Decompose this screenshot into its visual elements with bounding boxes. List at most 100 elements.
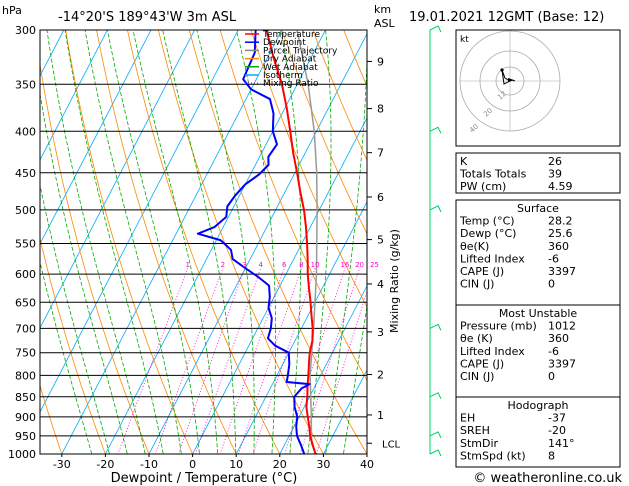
dry-adiabat-line	[40, 236, 106, 454]
pressure-tick-label: 950	[15, 430, 36, 443]
mixing-ratio-label: 2	[221, 261, 225, 269]
isotherm-line	[40, 30, 152, 245]
wind-barb	[429, 25, 442, 33]
hodograph-unit-label: kt	[460, 35, 469, 45]
hodograph-table-row-label: StmSpd (kt)	[460, 449, 526, 462]
isotherm-line	[148, 32, 367, 454]
legend-label: Mixing Ratio	[263, 79, 319, 89]
temperature-tick-label: -10	[140, 458, 158, 471]
altitude-tick-label: 3	[377, 326, 384, 339]
mixing-ratio-label: 10	[311, 261, 320, 269]
hodograph-table-frame	[455, 396, 621, 468]
surface-table-row-label: θe(K)	[460, 240, 489, 253]
pressure-tick-label: 750	[15, 347, 36, 360]
hodograph-table-title: Hodograph	[508, 399, 569, 412]
mixing-ratio-line	[252, 268, 316, 454]
mixing-ratio-label: 8	[299, 261, 303, 269]
hodograph-table-row-value: 8	[548, 449, 555, 462]
legend-label: Dewpoint	[263, 38, 306, 48]
mixing-ratio-label: 3	[242, 261, 246, 269]
surface-table-row-label: CIN (J)	[460, 278, 494, 291]
km-unit-label: km	[374, 3, 391, 16]
indices-table-row-label: K	[460, 155, 468, 168]
pressure-tick-label: 300	[15, 24, 36, 37]
wet-adiabat-line	[236, 30, 276, 454]
legend-label: Dry Adiabat	[263, 55, 317, 65]
wet-adiabat-line	[162, 30, 237, 454]
indices-table-row-value: 26	[548, 155, 562, 168]
legend-label: Temperature	[262, 30, 320, 40]
mixing-ratio-label: 25	[370, 261, 379, 269]
pressure-unit-label: hPa	[2, 4, 22, 17]
indices-table-row-value: 4.59	[548, 180, 573, 193]
mixing-ratio-line	[315, 290, 367, 454]
surface-table-row-value: 360	[548, 240, 569, 253]
most-unstable-table-row-value: 360	[548, 332, 569, 345]
wet-adiabat-line	[307, 30, 332, 454]
pressure-tick-label: 600	[15, 268, 36, 281]
lcl-label: LCL	[382, 439, 401, 450]
pressure-tick-label: 550	[15, 237, 36, 250]
most-unstable-table-row-value: 3397	[548, 357, 576, 370]
temperature-tick-label: 0	[189, 458, 196, 471]
pressure-axis: 300 350 400 450 500 550 600 650 700 750 800 850 900 9…	[8, 24, 36, 461]
background-lines	[40, 30, 367, 454]
hodograph-table-row-label: EH	[460, 412, 475, 425]
temperature-tick-label: 30	[316, 458, 330, 471]
isotherm-line	[192, 117, 367, 454]
altitude-tick-label: 6	[377, 191, 384, 204]
mixing-ratio-line	[238, 268, 302, 454]
surface-table-row-value: -6	[548, 252, 559, 265]
altitude-tick-label: 5	[377, 234, 384, 247]
pressure-tick-label: 700	[15, 322, 36, 335]
dry-adiabat-line	[65, 30, 194, 454]
hodograph-table-row-value: -37	[548, 412, 566, 425]
temperature-tick-label: -20	[96, 458, 114, 471]
wet-adiabat-line	[280, 30, 302, 454]
mixing-ratio-label: 1	[185, 261, 189, 269]
wet-adiabat-line	[132, 30, 219, 454]
mixing-ratio-line	[299, 268, 360, 454]
storm-motion-marker	[508, 78, 514, 82]
mixing-ratio-label: 6	[282, 261, 287, 269]
dry-adiabat-line	[157, 30, 324, 454]
wet-adiabat-line	[46, 30, 146, 454]
surface-table-row-value: 25.6	[548, 227, 573, 240]
surface-table-frame	[455, 199, 621, 306]
dry-adiabat-line	[188, 30, 367, 454]
wet-adiabat-line	[64, 30, 164, 454]
isotherm-line	[40, 30, 108, 161]
datetime-title: 19.01.2021 12GMT (Base: 12)	[409, 10, 604, 25]
surface-table-row-value: 28.2	[548, 215, 573, 228]
wet-adiabat-line	[343, 303, 367, 454]
surface-table-row-label: Lifted Index	[460, 252, 525, 265]
indices-table-row-value: 39	[548, 168, 562, 181]
isotherm-line	[235, 201, 367, 454]
temperature-tick-label: 10	[229, 458, 243, 471]
altitude-axis: 9 8 7 6 5 4 3 2 1 LCL	[367, 55, 401, 450]
wind-barb	[429, 205, 442, 213]
wet-adiabat-line	[325, 38, 367, 454]
wet-adiabat-line	[107, 30, 200, 454]
isotherm-line	[40, 30, 239, 413]
most-unstable-table-row-value: -6	[548, 345, 559, 358]
dry-adiabat-line	[250, 30, 367, 308]
pressure-tick-label: 650	[15, 296, 36, 309]
wind-barb	[429, 323, 442, 331]
mixing-ratio-label: 4	[259, 261, 264, 269]
temperature-tick-label: 40	[360, 458, 374, 471]
pressure-tick-label: 1000	[8, 448, 36, 461]
dry-adiabat-line	[219, 30, 367, 382]
isotherm-line	[40, 30, 196, 329]
altitude-tick-label: 4	[377, 278, 384, 291]
mixing-ratio-line	[219, 268, 285, 454]
x-axis-label: Dewpoint / Temperature (°C)	[111, 471, 298, 486]
hodograph-frame	[455, 29, 621, 147]
temperature-axis: -30 -20 -10 0 10 20 30 40	[53, 454, 374, 471]
indices-tables: K 26 Totals Totals 39 PW (cm) 4.59 SurfaceTemp…	[455, 152, 621, 468]
parcel-trajectory-line	[296, 30, 318, 454]
wind-profile	[429, 25, 442, 457]
